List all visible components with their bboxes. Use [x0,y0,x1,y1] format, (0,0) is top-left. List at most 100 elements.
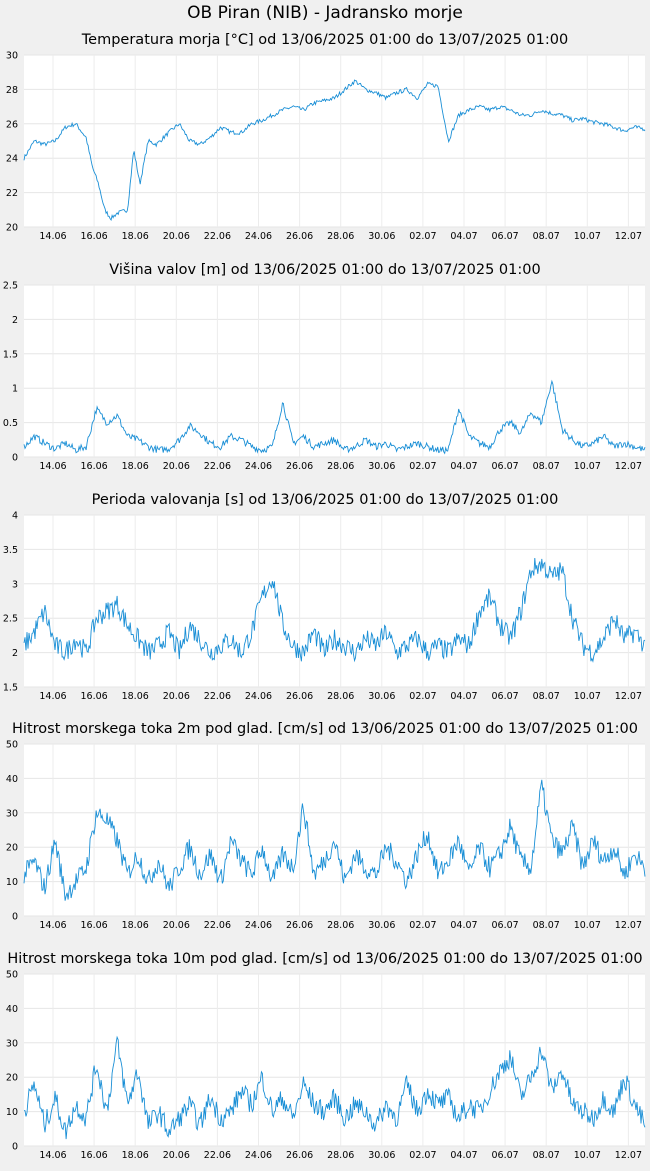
x-tick-label: 16.06 [80,691,107,702]
temperature-chart: 20 22 24 26 28 30 14.06 16.06 18.06 20.06 22.06 24.… [6,51,646,242]
x-tick-label: 30.06 [368,920,395,931]
x-tick-label: 22.06 [204,231,231,242]
x-tick-label: 22.06 [204,1150,231,1161]
x-tick-label: 26.06 [286,1150,313,1161]
x-tick-label: 20.06 [163,231,190,242]
x-tick-label: 26.06 [286,231,313,242]
x-tick-label: 06.07 [491,691,518,702]
y-tick-label: 50 [6,970,18,981]
current-10m-chart: 0 10 20 30 40 50 14.06 16.06 18.06 20.06 22.06 24.0… [6,970,646,1161]
chart-panel-wave-period: Perioda valovanja [s] od 13/06/2025 01:0… [0,490,650,712]
x-tick-label: 28.06 [327,461,354,472]
y-tick-label: 40 [6,774,18,785]
y-tick-label: 0 [12,1142,18,1153]
x-tick-label: 16.06 [80,461,107,472]
y-tick-label: 10 [6,877,18,888]
x-tick-label: 12.07 [615,461,642,472]
x-tick-label: 30.06 [368,691,395,702]
y-tick-label: 4 [12,511,18,522]
x-tick-label: 02.07 [409,920,436,931]
plot-area [24,285,645,457]
y-tick-label: 50 [6,740,18,751]
x-tick-label: 10.07 [574,1150,601,1161]
x-tick-label: 04.07 [450,1150,477,1161]
y-tick-label: 2.5 [3,614,18,625]
series-line [23,379,646,455]
current-2m-chart: 0 10 20 30 40 50 14.06 16.06 18.06 20.06 22.06 24.0… [6,740,646,931]
series-line [23,779,646,901]
y-tick-label: 2.5 [3,281,18,292]
x-tick-label: 30.06 [368,231,395,242]
y-tick-label: 30 [6,1038,18,1049]
series-line [23,79,646,222]
x-tick-label: 14.06 [39,461,66,472]
y-tick-label: 2 [12,315,18,326]
x-tick-label: 08.07 [533,1150,560,1161]
x-tick-label: 08.07 [533,461,560,472]
x-tick-label: 24.06 [245,231,272,242]
x-tick-label: 08.07 [533,231,560,242]
x-tick-label: 04.07 [450,461,477,472]
x-tick-label: 02.07 [409,461,436,472]
x-tick-label: 02.07 [409,1150,436,1161]
chart-title: Temperatura morja [°C] od 13/06/2025 01:… [81,32,569,48]
y-tick-label: 0 [12,912,18,923]
plot-area [24,515,645,687]
x-tick-label: 10.07 [574,920,601,931]
y-tick-label: 1 [12,384,18,395]
x-tick-label: 20.06 [163,691,190,702]
x-tick-label: 26.06 [286,461,313,472]
y-tick-label: 30 [6,51,18,62]
x-tick-label: 28.06 [327,1150,354,1161]
y-tick-label: 10 [6,1107,18,1118]
plot-area [24,974,645,1146]
y-tick-label: 20 [6,1073,18,1084]
x-tick-label: 02.07 [409,691,436,702]
chart-title: Perioda valovanja [s] od 13/06/2025 01:0… [91,492,559,508]
x-tick-label: 24.06 [245,461,272,472]
y-tick-label: 26 [6,119,18,130]
x-tick-label: 18.06 [122,231,149,242]
x-tick-label: 22.06 [204,461,231,472]
x-tick-label: 20.06 [163,461,190,472]
x-tick-label: 06.07 [491,1150,518,1161]
x-tick-label: 28.06 [327,691,354,702]
x-tick-label: 26.06 [286,691,313,702]
x-tick-label: 08.07 [533,691,560,702]
x-tick-label: 14.06 [39,1150,66,1161]
x-tick-label: 10.07 [574,231,601,242]
x-tick-label: 14.06 [39,231,66,242]
series-line [23,1035,646,1140]
plot-area [24,55,645,227]
wave-period-chart: 1.5 2 2.5 3 3.5 4 14.06 16.06 18.06 20.06 22.06 24.… [3,511,646,702]
x-tick-label: 06.07 [491,920,518,931]
x-tick-label: 12.07 [615,691,642,702]
x-tick-label: 12.07 [615,231,642,242]
x-tick-label: 22.06 [204,920,231,931]
x-tick-label: 06.07 [491,461,518,472]
chart-panel-temperature: Temperatura morja [°C] od 13/06/2025 01:… [0,30,650,252]
chart-title: Hitrost morskega toka 2m pod glad. [cm/s… [12,721,638,737]
x-tick-label: 30.06 [368,461,395,472]
x-tick-label: 24.06 [245,691,272,702]
y-tick-label: 30 [6,808,18,819]
chart-panel-current-10m: Hitrost morskega toka 10m pod glad. [cm/… [0,949,650,1171]
y-tick-label: 1.5 [3,683,18,694]
x-tick-label: 30.06 [368,1150,395,1161]
x-tick-label: 18.06 [122,920,149,931]
x-tick-label: 10.07 [574,691,601,702]
y-tick-label: 2 [12,648,18,659]
x-tick-label: 16.06 [80,231,107,242]
y-tick-label: 22 [6,188,18,199]
y-tick-label: 40 [6,1004,18,1015]
x-tick-label: 24.06 [245,920,272,931]
x-tick-label: 12.07 [615,1150,642,1161]
x-tick-label: 04.07 [450,691,477,702]
y-tick-label: 3.5 [3,545,18,556]
x-tick-label: 26.06 [286,920,313,931]
y-tick-label: 20 [6,843,18,854]
chart-title: Hitrost morskega toka 10m pod glad. [cm/… [7,951,643,967]
x-tick-label: 22.06 [204,691,231,702]
chart-panel-current-2m: Hitrost morskega toka 2m pod glad. [cm/s… [0,719,650,941]
